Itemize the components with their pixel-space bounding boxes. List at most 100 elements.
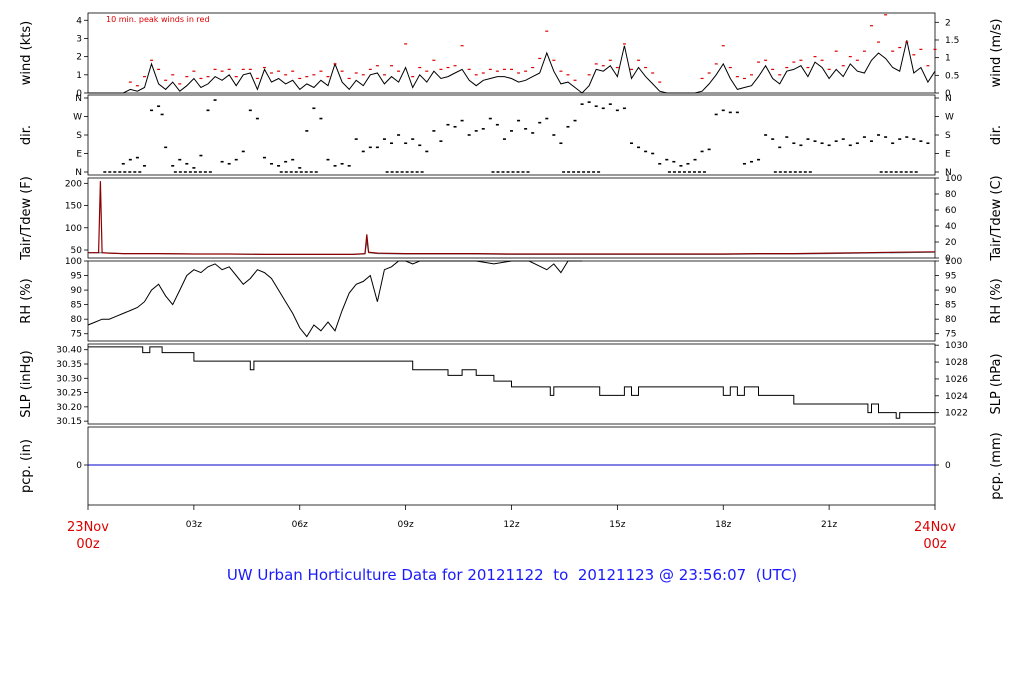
rh-left-tick-label: 90: [71, 286, 83, 296]
wind-dir-point: [375, 146, 379, 149]
wind-dir-point: [580, 103, 584, 105]
x-axis-tick-label: 09z: [398, 520, 414, 530]
wind-dir-point: [284, 160, 288, 163]
slp-left-tick-label: 30.20: [56, 403, 82, 413]
slp-left-tick-label: 30.40: [56, 346, 82, 356]
wind-dir-point: [855, 142, 859, 145]
slp-right-tick-label: 1022: [945, 409, 968, 419]
wind-dir-point: [326, 158, 330, 161]
wind-dir-point: [672, 160, 676, 163]
rh-left-tick-label: 80: [71, 315, 83, 325]
footer-time: 23:56:07: [678, 566, 747, 584]
wind-dir-point: [665, 158, 669, 161]
wind-dir-point: [142, 165, 146, 167]
wind-dir-point: [742, 162, 746, 165]
wind-dir-point: [891, 142, 895, 145]
slp-left-tick-label: 30.35: [56, 360, 82, 370]
slp-line: [88, 346, 935, 419]
wind-right-tick-label: 1: [945, 54, 951, 64]
temp-right-tick-label: 60: [945, 206, 957, 216]
wind-dir-point: [333, 165, 337, 167]
wind-dir-point: [425, 150, 429, 153]
wind-dir-point: [248, 109, 252, 112]
dir-ylabel-left: dir.: [19, 125, 34, 145]
wind-dir-point: [467, 134, 471, 136]
rh-left-tick-label: 95: [71, 272, 82, 282]
wind-dir-point: [799, 144, 803, 147]
wind-dir-point: [262, 156, 266, 159]
x-axis-tick-label: 15z: [609, 520, 625, 530]
slp-left-tick-label: 30.30: [56, 374, 82, 384]
wind-dir-point: [566, 125, 570, 128]
wind-dir-point: [354, 138, 358, 140]
wind-dir-point: [446, 123, 450, 126]
wind-dir-point: [764, 134, 768, 136]
wind-dir-point: [432, 130, 436, 132]
slp-right-tick-label: 1028: [945, 358, 968, 368]
x-axis-date-time-label: 00z: [923, 537, 947, 552]
wind-dir-point: [418, 144, 422, 147]
wind-dir-point: [319, 117, 323, 120]
temp-left-tick-label: 150: [65, 202, 82, 212]
wind-dir-point: [778, 146, 782, 149]
x-axis-date-time-label: 00z: [76, 537, 100, 552]
slp-panel-frame: [87, 343, 936, 425]
wind-right-tick-label: 0: [945, 89, 951, 99]
wind-dir-point: [340, 162, 344, 165]
wind-dir-point: [658, 162, 662, 165]
x-axis-tick-label: 21z: [821, 520, 837, 530]
x-axis-date-label: 24Nov: [914, 520, 956, 535]
dir-panel-frame: [87, 94, 936, 176]
wind-dir-point: [185, 162, 189, 165]
footer-at: @: [659, 566, 674, 584]
wind-dir-point: [213, 99, 217, 101]
slp-right-tick-label: 1026: [945, 375, 968, 385]
x-axis-tick-label: 18z: [715, 520, 731, 530]
wind-dir-point: [622, 107, 626, 110]
wind-dir-point: [869, 140, 873, 142]
wind-left-tick-label: 3: [76, 34, 82, 44]
wind-dir-point: [510, 130, 513, 132]
wind-dir-point: [390, 142, 394, 145]
wind-dir-point: [121, 162, 125, 165]
wind-dir-point: [651, 152, 655, 155]
rh-left-tick-label: 100: [65, 257, 82, 267]
wind-right-tick-label: 2: [945, 18, 951, 28]
dir-ylabel-right: dir.: [989, 125, 1004, 145]
pcp-left-tick-label: 0: [76, 461, 82, 471]
wind-left-tick-label: 1: [76, 71, 82, 81]
wind-dir-point: [277, 165, 281, 167]
wind-dir-point: [192, 167, 196, 169]
pcp-ylabel-left: pcp. (in): [19, 439, 34, 493]
wind-dir-point: [912, 138, 916, 140]
temp-left-tick-label: 100: [65, 224, 82, 234]
wind-dir-point: [171, 165, 175, 167]
footer-start: 20121122: [467, 566, 544, 584]
wind-dir-point: [397, 134, 401, 136]
wind-dir-point: [382, 138, 386, 140]
temp-right-tick-label: 40: [945, 222, 957, 232]
wind-dir-point: [291, 158, 295, 161]
wind-dir-point: [206, 109, 210, 112]
x-axis-tick-label: 12z: [503, 520, 519, 530]
rh-right-tick-label: 90: [945, 286, 957, 296]
wind-dir-point: [545, 117, 549, 120]
rh-left-tick-label: 85: [71, 301, 82, 311]
temp-right-tick-label: 80: [945, 190, 957, 200]
wind-dir-point: [615, 109, 619, 112]
temp-ylabel-right: Tair/Tdew (C): [989, 175, 1004, 261]
slp-ylabel-left: SLP (inHg): [19, 350, 34, 418]
temp-right-tick-label: 0: [945, 254, 951, 264]
dir-left-tick-label: W: [73, 113, 82, 123]
temp-right-tick-label: 100: [945, 174, 962, 184]
wind-dir-point: [220, 160, 224, 163]
rh-right-tick-label: 95: [945, 272, 956, 282]
wind-panel-frame: [87, 12, 936, 94]
wind-dir-point: [820, 142, 824, 145]
wind-dir-point: [559, 142, 563, 145]
wind-left-tick-label: 2: [76, 53, 82, 63]
wind-dir-point: [305, 130, 309, 132]
wind-dir-point: [538, 121, 542, 124]
wind-dir-point: [524, 128, 528, 130]
wind-dir-point: [404, 142, 408, 145]
